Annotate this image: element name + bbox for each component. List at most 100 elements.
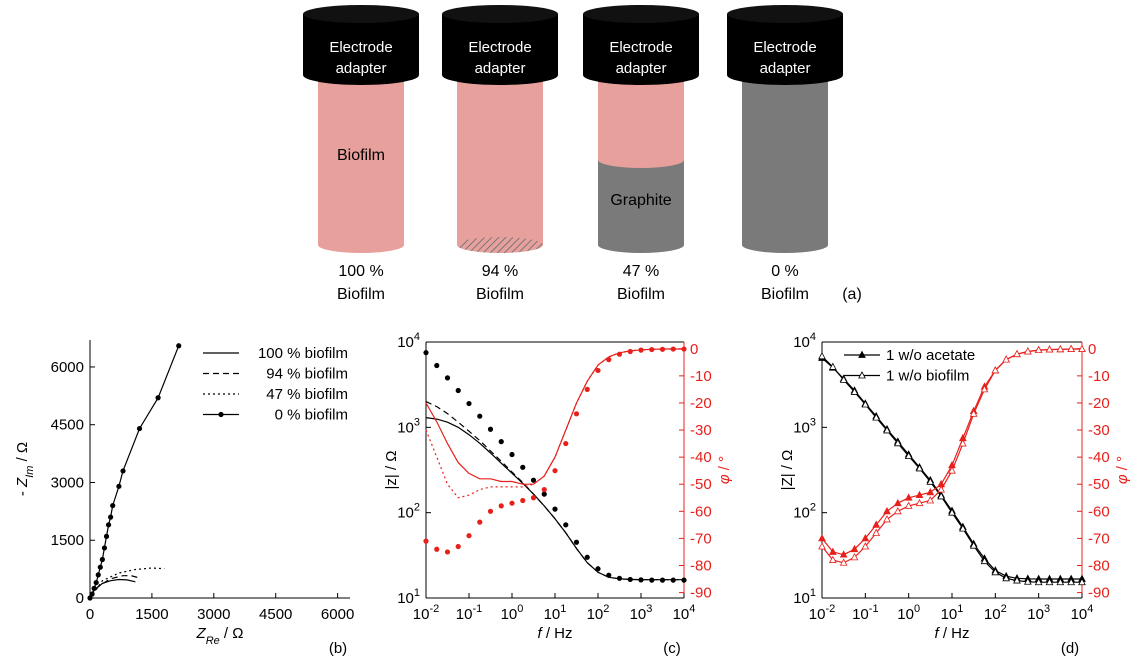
tick-label: -90 — [690, 585, 712, 602]
marker — [456, 544, 461, 549]
tick-base: 10 — [587, 606, 604, 623]
adapter-label: Electrode — [609, 39, 672, 56]
tick-label: 0 — [1088, 341, 1096, 358]
marker — [574, 540, 579, 545]
label-part: / ° — [1114, 456, 1131, 475]
marker — [606, 357, 611, 362]
tick-base: 10 — [897, 606, 914, 623]
tick-label: 101 — [793, 587, 816, 607]
marker — [96, 572, 101, 577]
tick-label: 104 — [673, 603, 696, 623]
marker — [542, 492, 547, 497]
tick-label: 1500 — [51, 532, 84, 549]
marker — [509, 501, 514, 506]
tick-exp: 2 — [414, 502, 420, 514]
tick-exp: -2 — [429, 603, 439, 615]
tick-label: -80 — [690, 557, 712, 574]
caption: Biofilm — [476, 286, 524, 303]
electrode-100: Electrode adapter Biofilm 100 % Biofilm — [303, 5, 419, 303]
marker — [445, 375, 450, 380]
caption: Biofilm — [761, 286, 809, 303]
marker — [649, 347, 654, 352]
marker — [110, 503, 115, 508]
axis-label: φ / ° — [716, 456, 733, 484]
tick-exp: 2 — [1001, 603, 1007, 615]
label-part: |Z| / Ω — [779, 450, 796, 491]
tick-label: 6000 — [51, 359, 84, 376]
tick-label: 10-2 — [413, 603, 439, 623]
series-line — [90, 568, 164, 598]
tick-exp: -2 — [825, 603, 835, 615]
tick-base: 10 — [809, 606, 826, 623]
region-label: Biofilm — [337, 147, 385, 164]
marker — [423, 350, 428, 355]
tick-base: 10 — [984, 606, 1001, 623]
tick-base: 10 — [501, 606, 518, 623]
tick-label: 10-1 — [852, 603, 878, 623]
tick-label: -20 — [690, 395, 712, 412]
series-line — [426, 418, 684, 580]
marker — [98, 565, 103, 570]
adapter-label: adapter — [616, 60, 667, 77]
label-part: / ° — [716, 456, 733, 475]
tick-exp: 4 — [1087, 603, 1093, 615]
marker — [104, 534, 109, 539]
panel-label: (c) — [663, 640, 681, 657]
marker — [102, 545, 107, 550]
marker — [617, 576, 622, 581]
tick-label: 103 — [397, 416, 420, 436]
marker — [477, 520, 482, 525]
tick-exp: 1 — [957, 603, 963, 615]
tick-label: -40 — [690, 449, 712, 466]
tick-label: -20 — [1088, 395, 1110, 412]
panel-label: (b) — [329, 640, 347, 657]
electrode-0: Electrode adapter 0 % Biofilm — [727, 5, 843, 303]
marker — [649, 578, 654, 583]
tick-exp: 2 — [603, 603, 609, 615]
marker — [595, 566, 600, 571]
tick-exp: 3 — [646, 603, 652, 615]
tick-base: 10 — [673, 606, 690, 623]
tick-label: -60 — [690, 503, 712, 520]
marker — [819, 535, 825, 541]
tick-exp: -1 — [869, 603, 879, 615]
label-part: |z| / Ω — [383, 450, 400, 489]
marker — [100, 557, 105, 562]
page: Electrode adapter Biofilm 100 % Biofilm … — [0, 0, 1145, 663]
tick-base: 10 — [630, 606, 647, 623]
caption: 0 % — [771, 263, 799, 280]
tick-exp: 2 — [810, 502, 816, 514]
tick-base: 10 — [397, 590, 414, 607]
tick-label: -10 — [690, 368, 712, 385]
tick-label: 102 — [793, 502, 816, 522]
tick-label: 104 — [793, 331, 816, 351]
tick-exp: 0 — [914, 603, 920, 615]
tick-label: -90 — [1088, 585, 1110, 602]
tick-base: 10 — [1027, 606, 1044, 623]
tick-exp: 1 — [560, 603, 566, 615]
label-part: / Ω — [220, 625, 244, 642]
tick-base: 10 — [793, 334, 810, 351]
marker — [884, 516, 890, 522]
marker — [116, 484, 121, 489]
caption: Biofilm — [617, 286, 665, 303]
tick-exp: 3 — [1044, 603, 1050, 615]
axis-label: f / Hz — [537, 625, 572, 642]
marker — [660, 578, 665, 583]
panel-label: (d) — [1061, 640, 1079, 657]
marker — [638, 577, 643, 582]
tick-label: 103 — [1027, 603, 1050, 623]
marker — [927, 489, 933, 495]
tick-base: 10 — [456, 606, 473, 623]
marker — [477, 414, 482, 419]
marker — [155, 395, 160, 400]
tick-label: 101 — [544, 603, 567, 623]
tick-label: 0 — [76, 590, 84, 607]
axis-label: |Z| / Ω — [779, 450, 796, 491]
label-part: Im — [24, 466, 36, 478]
tick-label: 0 — [690, 341, 698, 358]
marker — [94, 580, 99, 585]
marker — [108, 515, 113, 520]
series-line — [426, 402, 684, 580]
axis-label: ZRe / Ω — [196, 625, 244, 647]
